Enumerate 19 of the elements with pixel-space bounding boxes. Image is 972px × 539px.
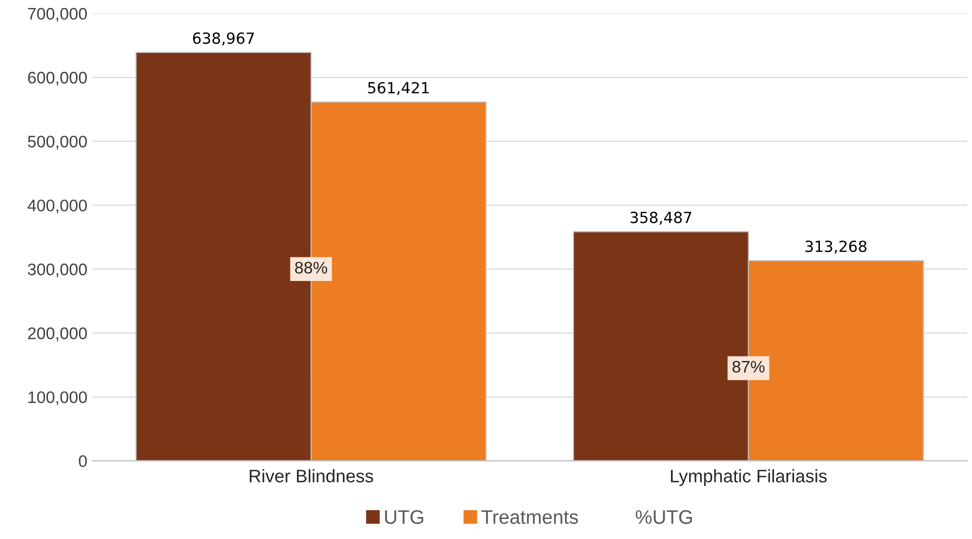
annotation: 87% — [732, 360, 765, 373]
text: %UTG — [636, 510, 692, 524]
y-tick-label: 500,000 — [28, 136, 87, 150]
y-tick-label: 0 — [78, 455, 87, 468]
y-tick-label: 200,000 — [28, 327, 87, 342]
legend-label: UTG — [385, 510, 424, 524]
data-label: 561,421 — [368, 82, 429, 96]
y-tick-label: 100,000 — [28, 391, 87, 406]
legend-label: Treatments — [481, 510, 578, 524]
y-tick-label: 600,000 — [28, 72, 87, 86]
data-label: 358,487 — [630, 212, 692, 225]
data-label: 313,268 — [805, 240, 866, 254]
data-label: 638,967 — [193, 32, 254, 46]
y-tick-label: 700,000 — [28, 8, 87, 22]
annotation: 88% — [295, 262, 328, 274]
y-tick-label: 300,000 — [28, 264, 87, 278]
y-tick-label: 400,000 — [28, 200, 87, 214]
x-tick-label: Lymphatic Filariasis — [670, 469, 827, 486]
x-tick-label: River Blindness — [250, 469, 374, 482]
